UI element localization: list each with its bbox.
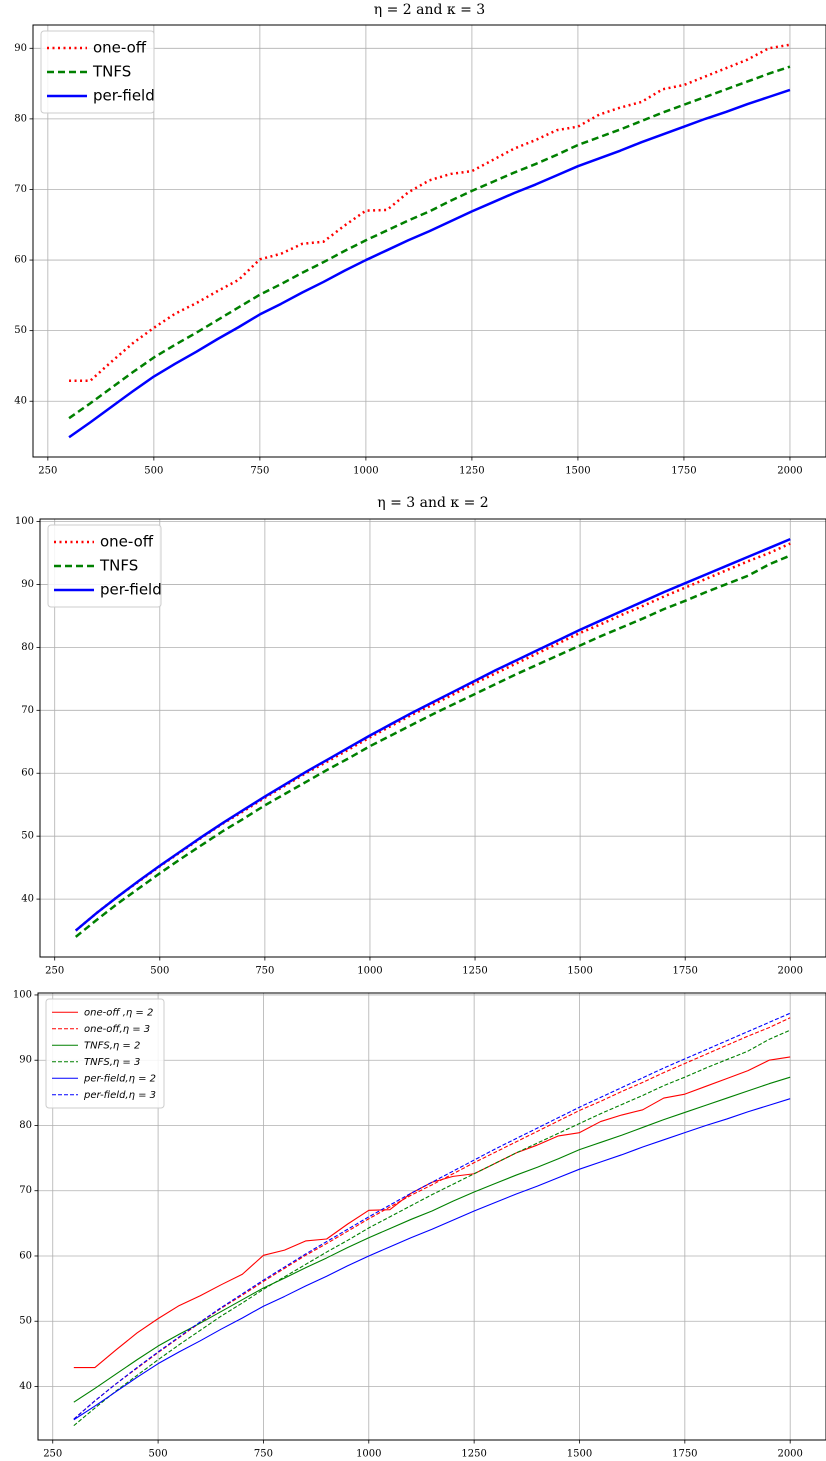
x-tick-label: 750: [250, 466, 269, 477]
x-tick-label: 1250: [461, 1449, 486, 1460]
chart-title: η = 2 and κ = 3: [374, 2, 485, 18]
series-line: [73, 1098, 791, 1421]
legend-label: per-field: [93, 87, 155, 105]
series-line: [73, 1029, 791, 1427]
x-tick-label: 1000: [353, 466, 378, 477]
legend-label: one-off: [93, 39, 147, 57]
x-tick-label: 1500: [567, 966, 592, 977]
y-tick-label: 60: [19, 1250, 32, 1261]
legend-label: per-field: [100, 581, 162, 599]
x-tick-label: 2000: [777, 466, 802, 477]
legend-label: per-field,η = 2: [83, 1073, 156, 1084]
plot-area: [74, 537, 791, 938]
legend-label: TNFS: [99, 557, 138, 575]
series-line: [73, 1076, 791, 1403]
y-tick-label: 80: [19, 1120, 32, 1131]
y-tick-label: 60: [14, 255, 27, 266]
x-tick-label: 1250: [462, 966, 487, 977]
x-tick-label: 2000: [777, 1449, 802, 1460]
x-tick-label: 500: [144, 466, 163, 477]
legend-box: [47, 524, 162, 608]
x-tick-label: 1000: [357, 966, 382, 977]
x-tick-label: 1250: [459, 466, 484, 477]
y-tick-label: 90: [14, 43, 27, 54]
x-tick-label: 1000: [356, 1449, 381, 1460]
x-tick-label: 750: [254, 1449, 273, 1460]
y-tick-label: 100: [13, 989, 32, 1000]
y-tick-label: 90: [19, 1055, 32, 1066]
y-tick-label: 70: [21, 705, 34, 716]
series-line: [74, 542, 791, 932]
x-tick-label: 250: [45, 966, 64, 977]
x-tick-label: 1750: [672, 1449, 697, 1460]
plot-area: [73, 1012, 791, 1427]
x-tick-label: 500: [149, 1449, 168, 1460]
axes-frame: [39, 518, 826, 958]
y-tick-label: 70: [19, 1185, 32, 1196]
series-line: [68, 88, 791, 439]
legend-box: [45, 998, 165, 1109]
x-tick-label: 1750: [672, 966, 697, 977]
y-tick-label: 40: [21, 894, 34, 905]
legend-label: per-field,η = 3: [83, 1090, 156, 1101]
series-line: [68, 65, 791, 420]
series-line: [74, 554, 791, 938]
series-line: [74, 537, 791, 932]
plot-area: [68, 43, 791, 439]
x-tick-label: 1500: [567, 1449, 592, 1460]
y-tick-label: 40: [14, 396, 27, 407]
y-tick-label: 50: [19, 1316, 32, 1327]
legend-label: one-off,η = 3: [84, 1024, 150, 1035]
x-tick-label: 1500: [565, 466, 590, 477]
series-line: [73, 1012, 791, 1420]
legend-label: TNFS: [92, 63, 131, 81]
x-tick-label: 250: [43, 1449, 62, 1460]
x-tick-label: 750: [255, 966, 274, 977]
x-tick-label: 1750: [671, 466, 696, 477]
y-tick-label: 100: [15, 516, 34, 527]
series-line: [73, 1056, 791, 1369]
series-line: [69, 43, 791, 383]
axes-frame: [32, 24, 826, 458]
y-tick-label: 50: [14, 325, 27, 336]
y-tick-label: 90: [21, 579, 34, 590]
legend-box: [40, 30, 155, 114]
axes-frame: [37, 992, 826, 1441]
legend-label: TNFS,η = 3: [84, 1057, 140, 1068]
x-tick-label: 250: [38, 466, 57, 477]
y-tick-label: 70: [14, 184, 27, 195]
y-tick-label: 40: [19, 1381, 32, 1392]
y-tick-label: 80: [21, 642, 34, 653]
legend-label: TNFS,η = 2: [84, 1040, 140, 1051]
legend-label: one-off ,η = 2: [84, 1007, 153, 1018]
y-tick-label: 80: [14, 113, 27, 124]
x-tick-label: 2000: [778, 966, 803, 977]
x-tick-label: 500: [150, 966, 169, 977]
y-tick-label: 60: [21, 768, 34, 779]
legend-label: one-off: [100, 533, 154, 551]
y-tick-label: 50: [21, 831, 34, 842]
chart-title: η = 3 and κ = 2: [377, 495, 488, 511]
